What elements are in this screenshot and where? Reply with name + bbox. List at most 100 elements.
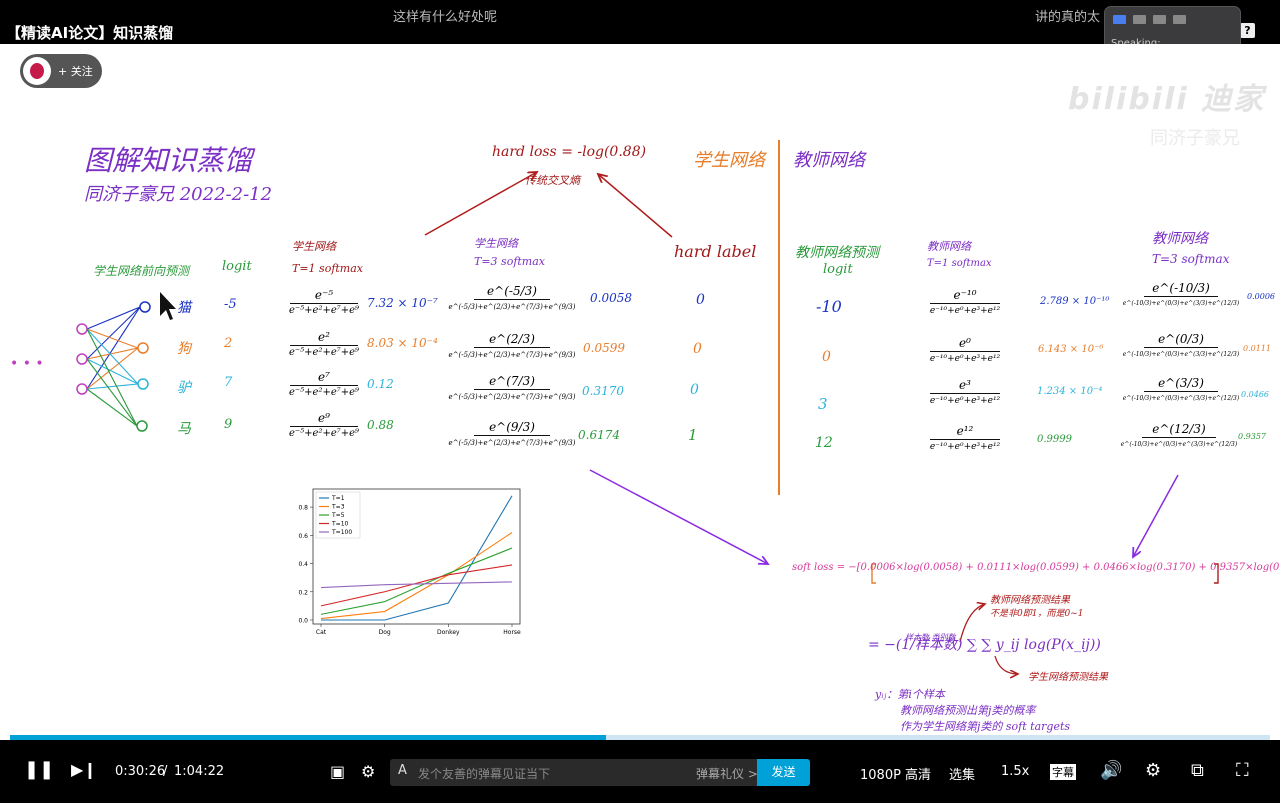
class-label: 猫 bbox=[177, 300, 191, 316]
speed-button[interactable]: 1.5x bbox=[1001, 764, 1030, 779]
speaking-label: Speaking: bbox=[1111, 38, 1161, 49]
teacher-pred-title: 教师网络预测 bbox=[795, 245, 879, 261]
class-label: 狗 bbox=[177, 341, 191, 357]
x-tick-label: Dog bbox=[379, 629, 391, 636]
pause-icon[interactable]: ❚❚ bbox=[24, 759, 55, 780]
teacher-t3-fraction: e^(-10/3) e^(-10/3)+e^(0/3)+e^(3/3)+e^(12… bbox=[1122, 281, 1240, 307]
arrow-line bbox=[994, 655, 1018, 674]
student-t1-fraction: e⁹ e⁻⁵+e²+e⁷+e⁹ bbox=[288, 411, 360, 439]
teacher-logit: 3 bbox=[818, 395, 828, 413]
student-logit: -5 bbox=[224, 297, 237, 312]
teacher-t3-fraction: e^(3/3) e^(-10/3)+e^(0/3)+e^(3/3)+e^(12/3… bbox=[1122, 376, 1240, 402]
settings-icon[interactable]: ⚙ bbox=[1145, 760, 1162, 781]
hard-label-value: 0 bbox=[693, 341, 702, 357]
video-frame[interactable]: + 关注 bilibili 迪家 同济子豪兄 图解知识蒸馏 同济子豪兄 2022… bbox=[0, 44, 1280, 744]
follow-button[interactable]: + 关注 bbox=[20, 54, 102, 88]
student-t3-fraction: e^(7/3) e^(-5/3)+e^(2/3)+e^(7/3)+e^(9/3) bbox=[448, 374, 576, 401]
legend-label: T=10 bbox=[331, 521, 349, 528]
follow-label: + 关注 bbox=[58, 65, 93, 78]
series-line bbox=[320, 532, 513, 620]
student-t3-title: 学生网络 bbox=[474, 237, 518, 250]
arrow-line bbox=[959, 604, 985, 643]
episodes-button[interactable]: 选集 bbox=[949, 768, 976, 783]
send-button[interactable]: 发送 bbox=[757, 759, 810, 786]
y-tick-label: 0.2 bbox=[298, 589, 308, 596]
teacher-t3-fraction: e^(12/3) e^(-10/3)+e^(0/3)+e^(3/3)+e^(12/… bbox=[1120, 422, 1238, 448]
text-style-icon[interactable]: A bbox=[398, 763, 407, 778]
teacher-t3-fraction: e^(0/3) e^(-10/3)+e^(0/3)+e^(3/3)+e^(12/3… bbox=[1122, 332, 1240, 358]
quality-button[interactable]: 1080P 高清 bbox=[860, 768, 932, 783]
student-t3-fraction: e^(9/3) e^(-5/3)+e^(2/3)+e^(7/3)+e^(9/3) bbox=[448, 420, 576, 447]
note-yij: 教师网络预测出第j类的概率 bbox=[900, 704, 1036, 717]
student-t1-fraction: e⁷ e⁻⁵+e²+e⁷+e⁹ bbox=[288, 370, 360, 398]
note-teacher: 教师网络预测结果 bbox=[990, 595, 1070, 606]
teacher-t1-fraction: e⁻¹⁰ e⁻¹⁰+e⁰+e³+e¹² bbox=[929, 288, 1001, 316]
teacher-t3-value: 0.9357 bbox=[1238, 432, 1266, 441]
teacher-t1-title: 教师网络 bbox=[927, 240, 971, 253]
student-t1-subtitle: T=1 softmax bbox=[292, 262, 364, 275]
student-t1-value: 7.32 × 10⁻⁷ bbox=[367, 296, 438, 310]
series-line bbox=[320, 581, 513, 589]
watermark-subtext: 同济子豪兄 bbox=[1150, 128, 1240, 149]
danmu-toggle-icon[interactable]: ▣ bbox=[330, 762, 346, 781]
arrow-line bbox=[1133, 474, 1179, 557]
video-title: 【精读AI论文】知识蒸馏 bbox=[6, 24, 174, 42]
time-separator: / bbox=[163, 764, 168, 779]
ellipsis: • • • bbox=[10, 356, 44, 372]
hard-label-value: 0 bbox=[696, 292, 705, 308]
teacher-t3-title: 教师网络 bbox=[1152, 231, 1208, 247]
teacher-network-header: 教师网络 bbox=[793, 150, 865, 171]
help-icon[interactable]: ? bbox=[1240, 23, 1255, 38]
student-t1-value: 8.03 × 10⁻⁴ bbox=[367, 336, 438, 350]
layout-grid-icon[interactable] bbox=[1173, 15, 1186, 24]
danmu-etiquette-link[interactable]: 弹幕礼仪 > bbox=[696, 767, 758, 781]
hard-label-value: 0 bbox=[690, 382, 699, 398]
y-tick-label: 0.4 bbox=[298, 561, 308, 568]
danmu-settings-icon[interactable]: ⚙ bbox=[361, 762, 376, 781]
teacher-logit: 0 bbox=[822, 349, 831, 365]
layout-option-1-icon[interactable] bbox=[1113, 15, 1126, 24]
logit-label: logit bbox=[222, 259, 252, 274]
mouse-cursor-icon bbox=[160, 292, 176, 320]
student-t3-value: 0.0599 bbox=[583, 341, 625, 355]
progress-fill[interactable] bbox=[10, 735, 606, 740]
teacher-t1-subtitle: T=1 softmax bbox=[927, 258, 992, 269]
legend-label: T=5 bbox=[331, 512, 345, 519]
teacher-t1-fraction: e⁰ e⁻¹⁰+e⁰+e³+e¹² bbox=[929, 336, 1001, 364]
fullscreen-icon[interactable]: ⛶ bbox=[1236, 760, 1249, 781]
series-line bbox=[321, 495, 513, 621]
student-network-header: 学生网络 bbox=[693, 150, 765, 171]
layout-option-2-icon[interactable] bbox=[1133, 15, 1146, 24]
student-t3-fraction: e^(-5/3) e^(-5/3)+e^(2/3)+e^(7/3)+e^(9/3) bbox=[448, 284, 576, 311]
y-tick-label: 0.8 bbox=[298, 505, 308, 512]
uploader-avatar bbox=[23, 57, 51, 85]
progress-track[interactable] bbox=[10, 735, 1270, 740]
series-line bbox=[320, 564, 513, 607]
teacher-pred-logit: logit bbox=[823, 262, 853, 277]
student-t3-value: 0.0058 bbox=[590, 291, 632, 305]
pip-icon[interactable]: ⧉ bbox=[1191, 760, 1204, 781]
teacher-t3-value: 0.0111 bbox=[1243, 344, 1271, 353]
next-icon[interactable]: ▶❙ bbox=[71, 760, 97, 779]
student-t1-fraction: e⁻⁵ e⁻⁵+e²+e⁷+e⁹ bbox=[288, 288, 360, 316]
legend-label: T=3 bbox=[331, 504, 345, 511]
volume-icon[interactable]: 🔊 bbox=[1100, 760, 1123, 781]
arrow-line bbox=[424, 172, 537, 236]
layout-option-3-icon[interactable] bbox=[1153, 15, 1166, 24]
student-logit: 2 bbox=[224, 336, 233, 351]
teacher-t3-value: 0.0006 bbox=[1247, 292, 1275, 301]
arrow-line bbox=[598, 174, 673, 238]
danmu-comment: 这样有什么好处呢 bbox=[393, 10, 498, 25]
student-t3-fraction: e^(2/3) e^(-5/3)+e^(2/3)+e^(7/3)+e^(9/3) bbox=[448, 332, 576, 359]
teacher-t1-fraction: e³ e⁻¹⁰+e⁰+e³+e¹² bbox=[929, 378, 1001, 406]
legend-label: T=100 bbox=[331, 529, 352, 536]
danmu-comment: 讲的真的太 bbox=[1035, 10, 1101, 25]
danmu-input[interactable]: A 发个友善的弹幕见证当下 弹幕礼仪 > bbox=[390, 759, 758, 786]
subtitle-button[interactable]: 字幕 bbox=[1050, 764, 1076, 780]
teacher-logit: 12 bbox=[815, 435, 833, 451]
student-t3-value: 0.3170 bbox=[582, 384, 624, 398]
divider-line bbox=[778, 140, 780, 495]
note-yij: yᵢⱼ：第i个样本 bbox=[875, 688, 945, 701]
y-tick-label: 0.6 bbox=[298, 533, 308, 540]
